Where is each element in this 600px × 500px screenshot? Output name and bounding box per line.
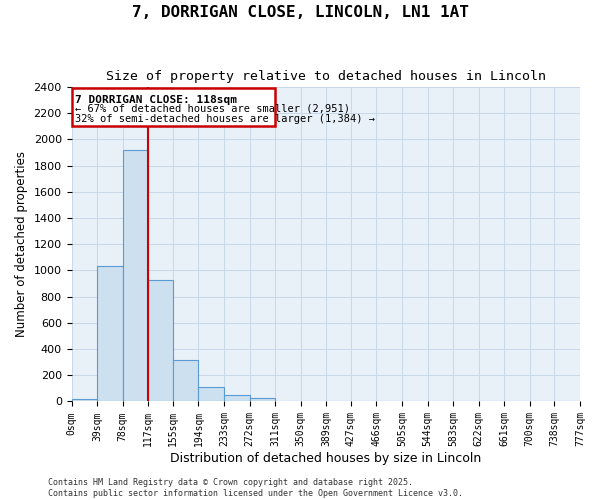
Bar — [224, 395, 250, 402]
Text: 7, DORRIGAN CLOSE, LINCOLN, LN1 1AT: 7, DORRIGAN CLOSE, LINCOLN, LN1 1AT — [131, 5, 469, 20]
Text: Contains HM Land Registry data © Crown copyright and database right 2025.
Contai: Contains HM Land Registry data © Crown c… — [48, 478, 463, 498]
Bar — [97, 266, 122, 402]
Title: Size of property relative to detached houses in Lincoln: Size of property relative to detached ho… — [106, 70, 546, 83]
FancyBboxPatch shape — [71, 88, 275, 126]
Text: ← 67% of detached houses are smaller (2,951): ← 67% of detached houses are smaller (2,… — [76, 104, 350, 114]
Bar — [173, 360, 199, 402]
Y-axis label: Number of detached properties: Number of detached properties — [15, 151, 28, 337]
Text: 7 DORRIGAN CLOSE: 118sqm: 7 DORRIGAN CLOSE: 118sqm — [76, 95, 238, 105]
Bar — [71, 399, 97, 402]
Bar — [275, 401, 301, 402]
Bar — [122, 150, 148, 402]
Bar — [250, 398, 275, 402]
X-axis label: Distribution of detached houses by size in Lincoln: Distribution of detached houses by size … — [170, 452, 481, 465]
Bar — [148, 280, 173, 402]
Text: 32% of semi-detached houses are larger (1,384) →: 32% of semi-detached houses are larger (… — [76, 114, 376, 124]
Bar — [199, 387, 224, 402]
